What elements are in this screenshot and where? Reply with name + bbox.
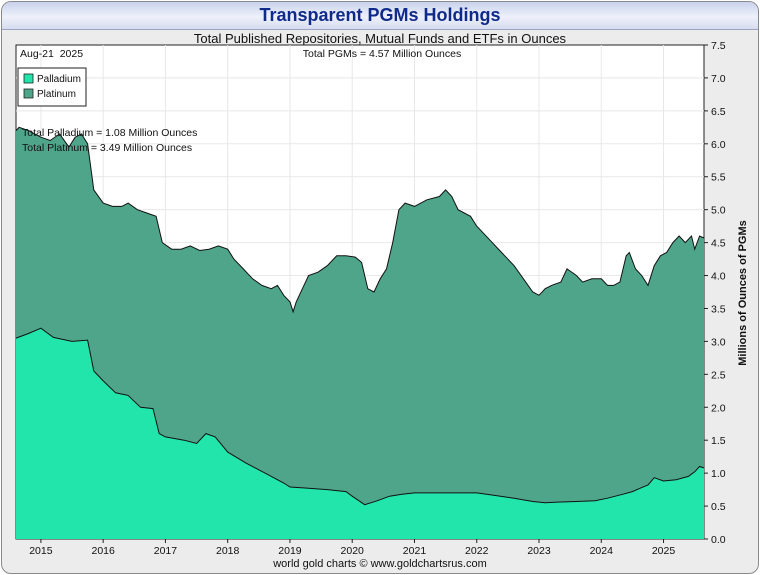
x-tick-label: 2021 bbox=[403, 545, 427, 557]
y-tick-label: 5.5 bbox=[711, 172, 726, 184]
y-tick-label: 3.5 bbox=[711, 303, 726, 315]
y-tick-label: 3.0 bbox=[711, 336, 726, 348]
x-tick-label: 2023 bbox=[527, 545, 551, 557]
title-bar: Transparent PGMs Holdings bbox=[2, 2, 758, 30]
x-tick-label: 2020 bbox=[341, 545, 365, 557]
legend-swatch-palladium bbox=[23, 73, 34, 84]
palladium-total-annotation: Total Palladium = 1.08 Million Ounces bbox=[22, 127, 197, 139]
chart-title: Transparent PGMs Holdings bbox=[259, 5, 501, 25]
y-tick-label: 5.0 bbox=[711, 205, 726, 217]
y-tick-label: 6.0 bbox=[711, 139, 726, 151]
y-tick-label: 6.5 bbox=[711, 106, 726, 118]
x-tick-label: 2018 bbox=[216, 545, 240, 557]
x-tick-label: 2019 bbox=[278, 545, 302, 557]
platinum-outline bbox=[15, 126, 705, 314]
date-label: Aug-21 2025 bbox=[20, 48, 83, 60]
x-tick-label: 2024 bbox=[590, 545, 614, 557]
platinum-total-annotation: Total Platinum = 3.49 Million Ounces bbox=[22, 142, 192, 154]
chart-subtitle: Total Published Repositories, Mutual Fun… bbox=[193, 31, 567, 46]
y-tick-label: 0.0 bbox=[711, 534, 726, 546]
footer-credit: world gold charts © www.goldchartsrus.co… bbox=[273, 558, 487, 570]
y-tick-label: 4.5 bbox=[711, 238, 726, 250]
legend-label-palladium: Palladium bbox=[37, 74, 81, 85]
y-tick-label: 2.0 bbox=[711, 402, 726, 414]
y-tick-label: 0.5 bbox=[711, 501, 726, 513]
y-axis-label: Millions of Ounces of PGMs bbox=[737, 220, 749, 365]
y-tick-label: 1.5 bbox=[711, 435, 726, 447]
x-tick-label: 2017 bbox=[154, 545, 178, 557]
palladium-outline bbox=[15, 327, 705, 506]
x-tick-label: 2025 bbox=[652, 545, 676, 557]
y-tick-label: 7.0 bbox=[711, 73, 726, 85]
y-tick-label: 7.5 bbox=[711, 40, 726, 52]
x-tick-label: 2022 bbox=[465, 545, 489, 557]
y-tick-label: 2.5 bbox=[711, 369, 726, 381]
total-pgms-label: Total PGMs = 4.57 Million Ounces bbox=[303, 48, 461, 60]
series-areas bbox=[15, 126, 705, 540]
x-tick-label: 2016 bbox=[91, 545, 115, 557]
y-tick-label: 4.0 bbox=[711, 271, 726, 283]
y-tick-label: 1.0 bbox=[711, 468, 726, 480]
axis-ticks: 0.0 0.5 1.0 1.5 2.0 2.5 3.0 3.5 4.0 4.5 5.0 5.5 6.0 6… bbox=[29, 40, 726, 557]
x-tick-label: 2015 bbox=[29, 545, 53, 557]
legend: Palladium Platinum bbox=[17, 67, 87, 107]
legend-swatch-platinum bbox=[23, 88, 34, 99]
palladium-area bbox=[16, 328, 704, 539]
legend-label-platinum: Platinum bbox=[37, 89, 76, 100]
platinum-area bbox=[16, 127, 704, 540]
